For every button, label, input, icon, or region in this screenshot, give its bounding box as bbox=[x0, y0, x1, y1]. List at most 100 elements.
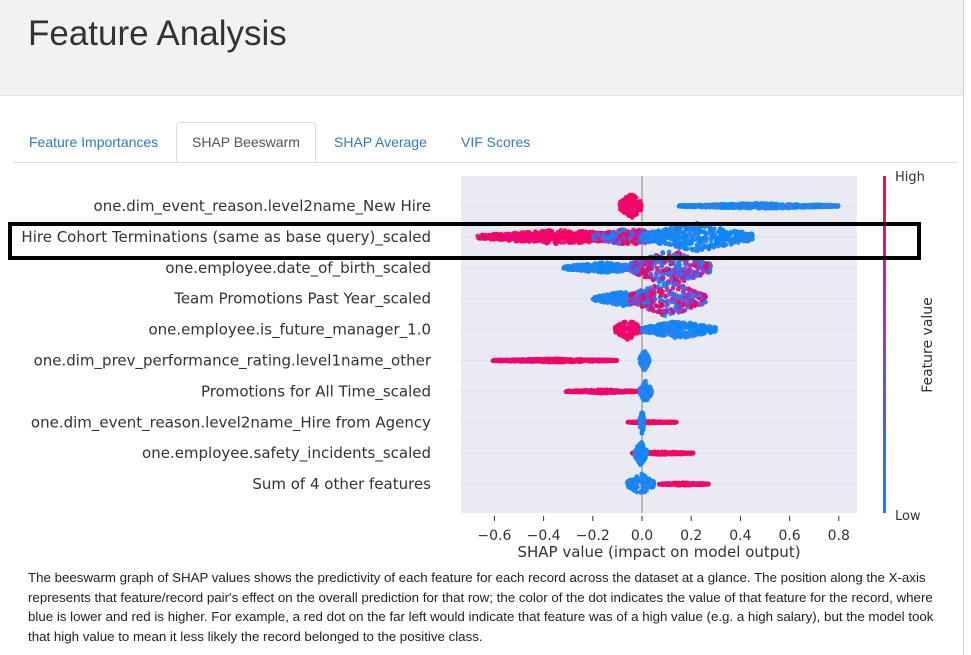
data-point bbox=[606, 270, 611, 275]
tab-shap-average[interactable]: SHAP Average bbox=[319, 122, 442, 162]
data-point bbox=[639, 391, 644, 396]
data-point bbox=[693, 326, 698, 331]
data-point bbox=[667, 332, 672, 337]
data-point bbox=[645, 389, 650, 394]
data-point bbox=[620, 198, 625, 203]
data-point bbox=[622, 325, 627, 330]
data-point bbox=[671, 286, 676, 291]
data-point bbox=[674, 326, 679, 331]
data-point bbox=[633, 325, 638, 330]
data-point bbox=[667, 292, 672, 297]
data-point bbox=[699, 261, 704, 266]
data-point bbox=[781, 205, 786, 210]
data-point bbox=[661, 333, 666, 338]
data-point bbox=[799, 204, 804, 209]
data-point bbox=[701, 331, 706, 336]
data-point bbox=[693, 289, 698, 294]
data-point bbox=[674, 282, 679, 287]
data-point bbox=[577, 358, 582, 363]
data-point bbox=[626, 323, 631, 328]
data-point bbox=[683, 262, 688, 267]
feature-label: one.dim_event_reason.level2name_New Hire bbox=[94, 197, 431, 216]
data-point bbox=[687, 263, 692, 268]
data-point bbox=[623, 264, 628, 269]
data-point bbox=[685, 204, 690, 209]
data-point bbox=[632, 194, 637, 199]
data-point bbox=[536, 357, 541, 362]
data-point bbox=[495, 359, 500, 364]
tab-feature-importances[interactable]: Feature Importances bbox=[14, 122, 173, 162]
data-point bbox=[641, 355, 646, 360]
data-point bbox=[638, 387, 643, 392]
data-point bbox=[660, 264, 665, 269]
tab-vif-scores[interactable]: VIF Scores bbox=[446, 122, 545, 162]
feature-label: Promotions for All Time_scaled bbox=[201, 382, 431, 401]
data-point bbox=[665, 288, 670, 293]
data-point bbox=[546, 357, 551, 362]
data-point bbox=[698, 323, 703, 328]
data-point bbox=[613, 325, 618, 330]
data-point bbox=[619, 293, 624, 298]
data-point bbox=[591, 358, 596, 363]
data-point bbox=[648, 285, 653, 290]
data-point bbox=[573, 265, 578, 270]
data-point bbox=[651, 278, 656, 283]
data-point bbox=[613, 266, 618, 271]
data-point bbox=[703, 203, 708, 208]
data-point bbox=[657, 279, 662, 284]
data-point bbox=[585, 390, 590, 395]
data-point bbox=[554, 359, 559, 364]
data-point bbox=[626, 206, 631, 211]
data-point bbox=[678, 335, 683, 340]
data-point bbox=[649, 305, 654, 310]
feature-label: one.employee.is_future_manager_1.0 bbox=[149, 321, 432, 340]
data-point bbox=[600, 358, 605, 363]
data-point bbox=[704, 263, 709, 268]
data-point bbox=[684, 299, 689, 304]
data-point bbox=[628, 267, 633, 272]
data-point bbox=[621, 329, 626, 334]
data-point bbox=[604, 261, 609, 266]
data-point bbox=[595, 296, 600, 301]
data-point bbox=[759, 204, 764, 209]
data-point bbox=[627, 327, 632, 332]
data-point bbox=[703, 300, 708, 305]
data-point bbox=[684, 324, 689, 329]
data-point bbox=[638, 262, 643, 267]
page-title: Feature Analysis bbox=[28, 14, 287, 54]
data-point bbox=[641, 293, 646, 298]
data-point bbox=[643, 330, 648, 335]
data-point bbox=[578, 389, 583, 394]
data-point bbox=[637, 296, 642, 301]
data-point bbox=[680, 203, 685, 208]
data-point bbox=[632, 261, 637, 266]
data-point bbox=[509, 358, 514, 363]
data-point bbox=[629, 300, 634, 305]
data-point bbox=[643, 351, 648, 356]
data-point bbox=[614, 262, 619, 267]
data-point bbox=[641, 366, 646, 371]
data-point bbox=[540, 358, 545, 363]
data-point bbox=[566, 389, 571, 394]
data-point bbox=[692, 260, 697, 265]
data-point bbox=[640, 361, 645, 366]
data-point bbox=[634, 270, 639, 275]
data-point bbox=[620, 389, 625, 394]
data-point bbox=[622, 320, 627, 325]
data-point bbox=[690, 275, 695, 280]
data-point bbox=[679, 272, 684, 277]
data-point bbox=[650, 330, 655, 335]
data-point bbox=[630, 215, 635, 220]
data-point bbox=[520, 358, 525, 363]
data-point bbox=[662, 308, 667, 313]
data-point bbox=[750, 205, 755, 210]
data-point bbox=[600, 269, 605, 274]
data-point bbox=[643, 396, 648, 401]
data-point bbox=[657, 309, 662, 314]
data-point bbox=[666, 298, 671, 303]
tab-shap-beeswarm[interactable]: SHAP Beeswarm bbox=[176, 122, 316, 162]
data-point bbox=[676, 287, 681, 292]
data-point bbox=[621, 209, 626, 214]
feature-label: Team Promotions Past Year_scaled bbox=[173, 290, 431, 309]
data-point bbox=[678, 267, 683, 272]
